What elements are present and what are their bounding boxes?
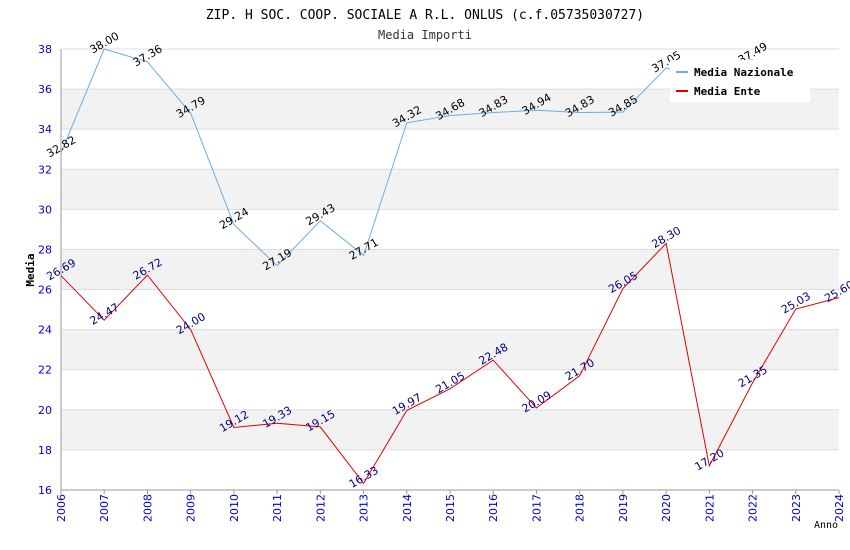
y-tick-label: 38 [38,43,52,56]
data-label: 17.20 [693,446,727,473]
grid-band [61,329,839,370]
data-label: 21.05 [433,369,467,396]
x-tick-labels: 2006 2007 2008 2009 2010 2011 2012 2013 2014 2015… [55,494,846,522]
series-line [60,48,753,267]
y-tick-label: 16 [38,484,52,497]
x-tick-label: 2017 [530,494,543,522]
y-tick-label: 36 [38,83,52,96]
x-tick-label: 2012 [314,494,327,522]
grid-band [61,249,839,290]
y-axis-label: Media [24,253,37,286]
x-tick-label: 2022 [747,494,760,522]
x-tick-label: 2018 [574,494,587,522]
legend-label: Media Ente [694,85,761,98]
chart-subtitle: Media Importi [378,28,472,42]
x-tick-label: 2015 [444,494,457,522]
y-tick-label: 18 [38,444,52,457]
x-tick-label: 2021 [703,494,716,522]
y-tick-label: 28 [38,243,52,256]
y-tick-label: 32 [38,163,52,176]
axes [60,49,840,494]
data-label: 24.47 [88,301,122,328]
y-tick-label: 26 [38,284,52,297]
grid-band [61,409,839,450]
legend: Media Nazionale Media Ente [670,60,810,102]
x-tick-label: 2016 [487,494,500,522]
y-tick-label: 24 [38,324,52,337]
x-tick-label: 2024 [833,494,846,522]
x-tick-label: 2013 [358,494,371,522]
x-tick-label: 2011 [271,494,284,522]
x-tick-label: 2008 [141,494,154,522]
x-tick-label: 2019 [617,494,630,522]
y-tick-label: 20 [38,404,52,417]
data-label: 37.36 [131,42,165,69]
y-tick-label: 22 [38,364,52,377]
x-tick-label: 2010 [228,494,241,522]
series-line [60,242,840,485]
x-tick-label: 2007 [98,494,111,522]
x-tick-label: 2009 [185,494,198,522]
x-tick-label: 2014 [401,494,414,522]
y-tick-labels: 16 18 20 22 24 26 28 30 32 34 36 38 [38,43,52,497]
x-tick-label: 2020 [660,494,673,522]
legend-label: Media Nazionale [694,66,794,79]
x-axis-label: Anno [814,520,838,531]
grid-band [61,169,839,210]
chart-title: ZIP. H SOC. COOP. SOCIALE A R.L. ONLUS (… [206,8,644,23]
y-tick-label: 30 [38,203,52,216]
series-lines [60,48,840,485]
grid-bands [61,89,839,450]
x-tick-label: 2006 [55,494,68,522]
data-label: 25.03 [779,289,813,316]
legend-box [670,60,810,102]
x-tick-label: 2023 [790,494,803,522]
y-tick-label: 34 [38,123,52,136]
